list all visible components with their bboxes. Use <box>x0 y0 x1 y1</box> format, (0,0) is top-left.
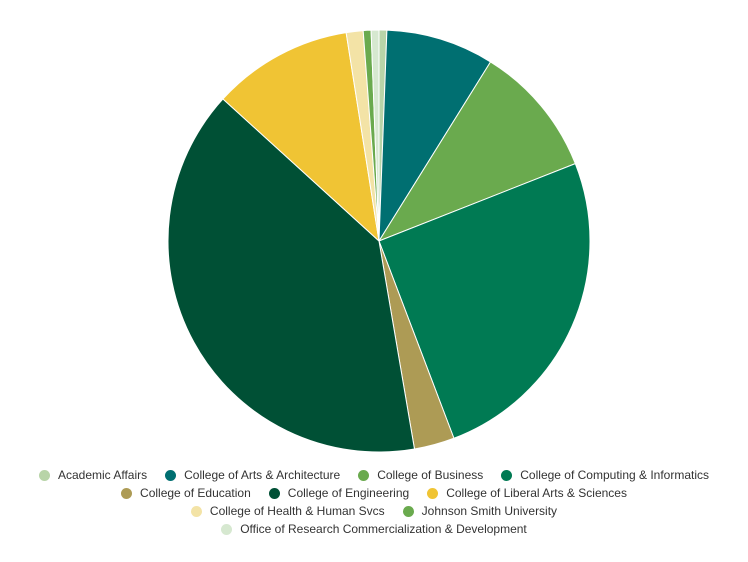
legend-swatch-icon <box>268 487 280 499</box>
legend-row: Academic Affairs College of Arts & Archit… <box>0 466 748 484</box>
legend-item[interactable]: College of Health & Human Svcs <box>190 504 385 518</box>
legend-swatch-icon <box>221 523 233 535</box>
legend-label: College of Health & Human Svcs <box>209 504 385 518</box>
legend-swatch-icon <box>121 487 133 499</box>
legend-label: Office of Research Commercialization & D… <box>240 522 527 536</box>
legend-item[interactable]: College of Business <box>358 468 483 482</box>
legend-item[interactable]: Johnson Smith University <box>402 504 558 518</box>
legend-item[interactable]: Academic Affairs <box>38 468 148 482</box>
legend-label: College of Business <box>377 468 484 482</box>
pie-slice-3[interactable] <box>378 61 576 242</box>
pie-chart <box>167 29 591 453</box>
legend-label: College of Education <box>140 486 251 500</box>
legend-row: College of Health & Human Svcs Johnson Sm… <box>0 502 748 520</box>
chart-legend: Academic Affairs College of Arts & Archit… <box>0 466 748 538</box>
legend-swatch-icon <box>402 505 414 517</box>
pie-slice-10[interactable] <box>370 29 380 242</box>
pie-slice-7[interactable] <box>222 32 380 242</box>
legend-label: College of Liberal Arts & Sciences <box>446 486 627 500</box>
legend-swatch-icon <box>190 505 202 517</box>
legend-item[interactable]: College of Engineering <box>268 486 410 500</box>
legend-label: College of Arts & Architecture <box>184 468 341 482</box>
legend-item[interactable]: Office of Research Commercialization & D… <box>221 522 527 536</box>
legend-item[interactable]: College of Liberal Arts & Sciences <box>427 486 627 500</box>
legend-swatch-icon <box>358 469 370 481</box>
legend-swatch-icon <box>427 487 439 499</box>
legend-label: College of Computing & Informatics <box>520 468 710 482</box>
legend-label: College of Engineering <box>287 486 410 500</box>
legend-swatch-icon <box>38 469 50 481</box>
legend-item[interactable]: College of Computing & Informatics <box>501 468 709 482</box>
legend-swatch-icon <box>501 469 513 481</box>
pie-slice-2[interactable] <box>378 29 492 242</box>
pie-slice-4[interactable] <box>378 163 591 439</box>
legend-item[interactable]: College of Education <box>121 486 251 500</box>
legend-label: Johnson Smith University <box>421 504 558 518</box>
legend-label: Academic Affairs <box>57 468 148 482</box>
legend-row: Office of Research Commercialization & D… <box>0 520 748 538</box>
legend-item[interactable]: College of Arts & Architecture <box>165 468 340 482</box>
legend-row: College of Education College of Engineeri… <box>0 484 748 502</box>
legend-swatch-icon <box>165 469 177 481</box>
pie-slice-6[interactable] <box>167 98 415 453</box>
